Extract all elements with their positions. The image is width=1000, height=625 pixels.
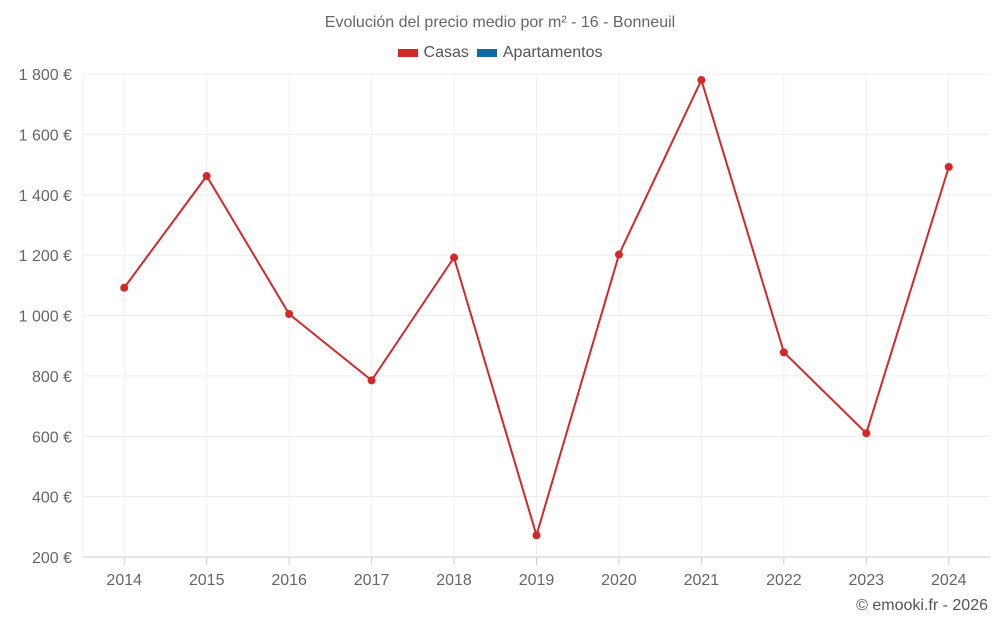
x-tick-label: 2015 xyxy=(189,572,225,589)
y-tick-label: 600 € xyxy=(32,429,72,446)
x-tick-label: 2017 xyxy=(354,572,390,589)
x-tick-label: 2023 xyxy=(849,572,885,589)
data-point-casas xyxy=(614,250,623,259)
y-tick-label: 1 000 € xyxy=(19,309,72,326)
data-point-casas xyxy=(779,348,788,357)
x-tick-label: 2019 xyxy=(519,572,555,589)
y-tick-label: 400 € xyxy=(32,490,72,507)
y-tick-label: 1 200 € xyxy=(19,248,72,265)
y-tick-label: 800 € xyxy=(32,369,72,386)
chart-title: Evolución del precio medio por m² - 16 -… xyxy=(324,14,676,31)
legend-item-apartamentos[interactable]: Apartamentos xyxy=(476,44,603,62)
x-tick-label: 2020 xyxy=(601,572,637,589)
legend-swatch-casas xyxy=(397,49,418,57)
x-tick-label: 2014 xyxy=(106,572,142,589)
data-point-casas xyxy=(450,253,459,262)
x-tick-label: 2022 xyxy=(766,572,802,589)
legend-label-casas: Casas xyxy=(423,44,469,61)
x-tick-label: 2024 xyxy=(931,572,967,589)
data-point-casas xyxy=(944,162,953,171)
copyright-text: © emooki.fr - 2026 xyxy=(856,597,988,614)
legend-swatch-apartamentos xyxy=(476,49,497,57)
x-tick-label: 2018 xyxy=(436,572,472,589)
data-point-casas xyxy=(697,76,706,85)
legend-item-casas[interactable]: Casas xyxy=(397,44,469,62)
data-point-casas xyxy=(532,531,541,540)
legend: Casas Apartamentos xyxy=(0,44,1000,62)
y-tick-label: 200 € xyxy=(32,550,72,567)
data-point-casas xyxy=(202,172,211,181)
data-point-casas xyxy=(285,309,294,318)
data-point-casas xyxy=(367,376,376,385)
x-tick-label: 2016 xyxy=(271,572,307,589)
legend-label-apartamentos: Apartamentos xyxy=(502,44,603,61)
y-tick-label: 1 600 € xyxy=(19,127,72,144)
data-point-casas xyxy=(120,283,129,292)
data-point-casas xyxy=(862,429,871,438)
x-tick-label: 2021 xyxy=(684,572,720,589)
y-tick-label: 1 800 € xyxy=(19,67,72,84)
y-tick-label: 1 400 € xyxy=(19,188,72,205)
